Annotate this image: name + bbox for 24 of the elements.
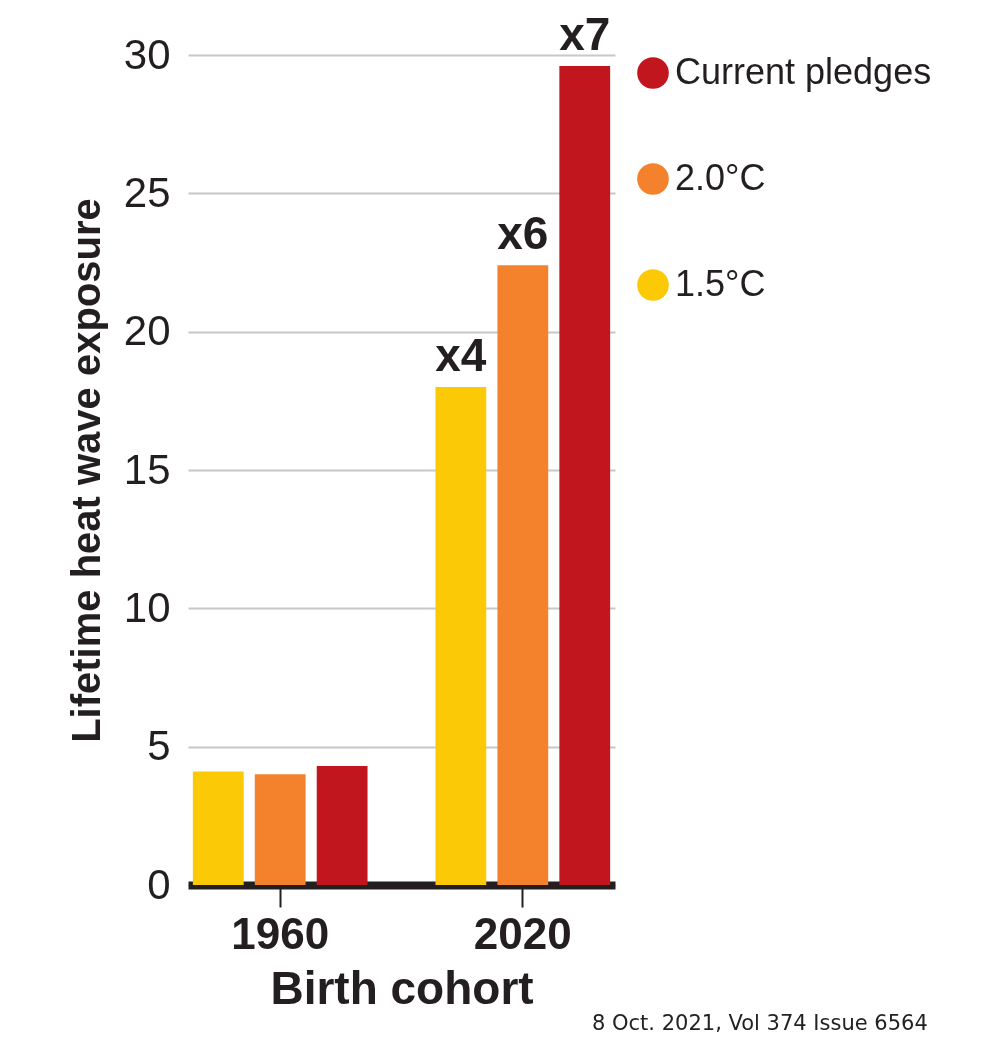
y-tick-label: 10	[123, 583, 171, 631]
bar	[559, 66, 611, 885]
y-tick-label: 5	[147, 722, 171, 770]
legend-label: 2.0°C	[675, 157, 766, 198]
bar	[435, 387, 487, 885]
y-tick-label: 15	[123, 445, 171, 493]
y-tick-label: 0	[147, 860, 171, 908]
x-tick-label: 2020	[473, 908, 572, 958]
legend-label: Current pledges	[675, 51, 932, 92]
bar	[192, 771, 244, 885]
y-tick-label: 20	[123, 307, 171, 355]
text: 8 Oct. 2021, Vol 374 Issue 6564	[592, 1010, 928, 1037]
legend-label: 1.5°C	[675, 263, 766, 304]
bar	[316, 766, 368, 885]
y-tick-label: 25	[123, 168, 171, 216]
data-label: x7	[559, 8, 611, 61]
bar	[497, 265, 549, 885]
data-label: x6	[497, 207, 549, 260]
data-label: x4	[435, 329, 487, 381]
bar	[254, 774, 306, 885]
x-tick-label: 1960	[231, 908, 330, 958]
x-axis-title: Birth cohort	[270, 961, 534, 1014]
y-tick-label: 30	[123, 30, 171, 78]
y-axis-title: Lifetime heat wave exposure	[63, 198, 108, 743]
